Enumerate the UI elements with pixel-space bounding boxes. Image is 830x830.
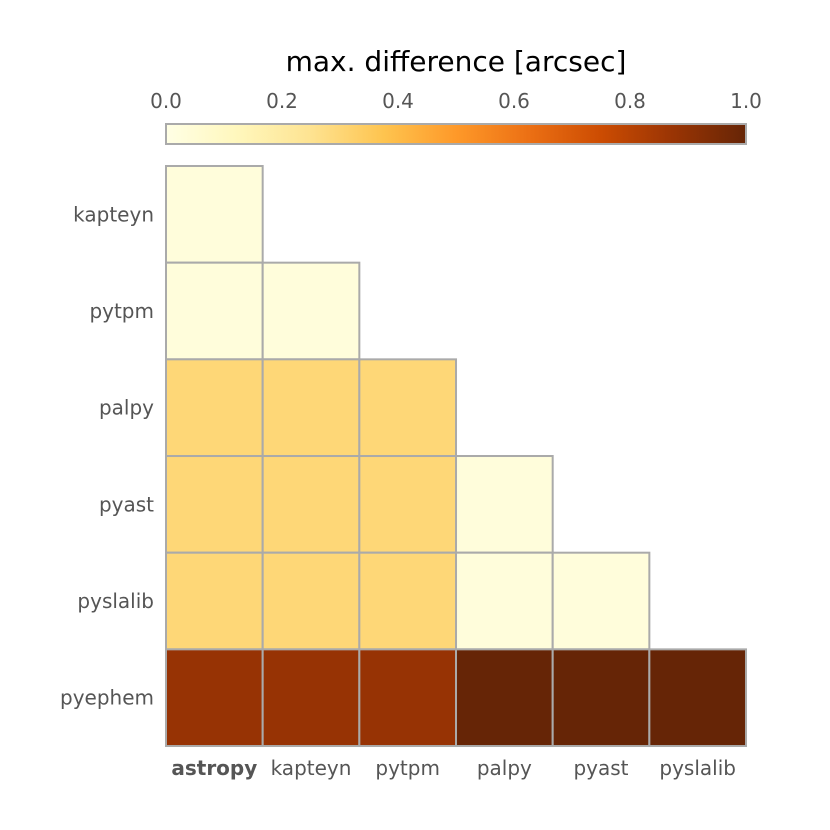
y-tick-label: kapteyn: [73, 202, 154, 226]
colorbar-tick-label: 0.6: [498, 89, 530, 113]
colorbar-tick-label: 0.2: [266, 89, 298, 113]
x-tick-label: palpy: [477, 756, 532, 780]
x-tick-label: pyslalib: [659, 756, 736, 780]
heatmap-cell: [261, 358, 361, 458]
x-tick-label: pyast: [573, 756, 628, 780]
colorbar-tick-label: 1.0: [730, 89, 762, 113]
colorbar-tick-label: 0.8: [614, 89, 646, 113]
heatmap-cell: [165, 358, 264, 458]
heatmap-cell: [165, 455, 264, 554]
colorbar: [165, 123, 747, 145]
heatmap-cell: [165, 648, 264, 748]
heatmap-cell: [261, 648, 361, 748]
heatmap-cell: [165, 165, 264, 264]
heatmap-cell: [261, 455, 361, 554]
heatmap-cell: [261, 551, 361, 651]
heatmap-cell: [358, 455, 458, 554]
heatmap-cell: [455, 455, 554, 554]
chart-title: max. difference [arcsec]: [286, 45, 627, 78]
heatmap-cell: [358, 551, 458, 651]
heatmap-cell: [358, 648, 458, 748]
heatmap-cell: [358, 358, 458, 458]
heatmap-cell: [165, 261, 264, 361]
y-tick-label: pyephem: [60, 686, 154, 710]
y-tick-label: pyast: [99, 492, 154, 516]
x-tick-label: kapteyn: [271, 756, 352, 780]
x-tick-label: pytpm: [375, 756, 440, 780]
heatmap-cell: [551, 648, 651, 748]
y-tick-label: pyslalib: [77, 589, 154, 613]
heatmap-cell: [261, 261, 361, 361]
heatmap-cell: [551, 551, 651, 651]
y-tick-label: palpy: [99, 396, 154, 420]
y-tick-label: pytpm: [89, 299, 154, 323]
colorbar-tick-label: 0.0: [150, 89, 182, 113]
heatmap-cell: [455, 648, 554, 748]
heatmap-cell: [648, 648, 748, 748]
heatmap-cell: [165, 551, 264, 651]
heatmap-cell: [455, 551, 554, 651]
colorbar-tick-label: 0.4: [382, 89, 414, 113]
x-tick-label: astropy: [171, 756, 257, 780]
